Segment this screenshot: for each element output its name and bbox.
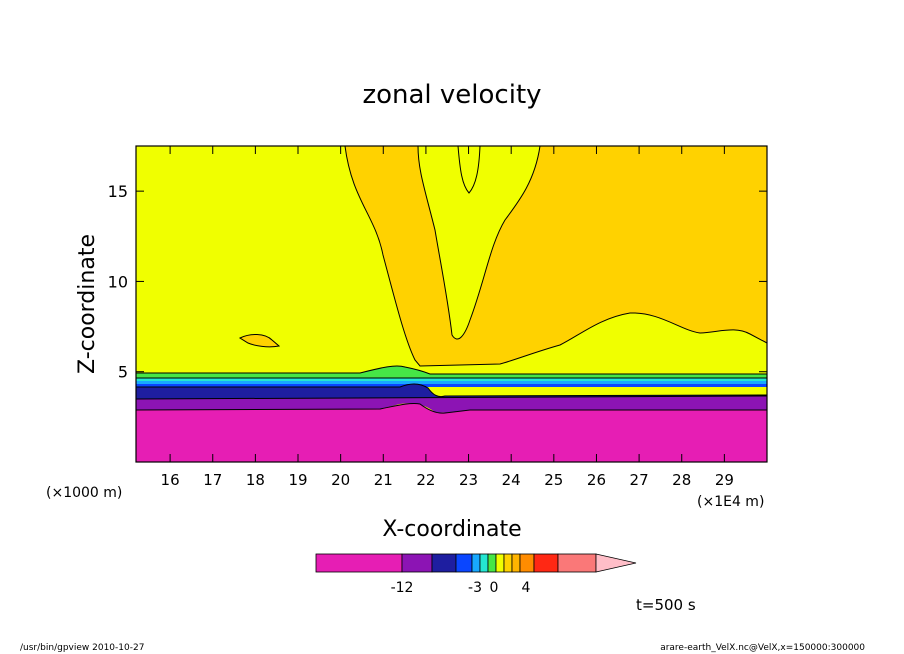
y-tick-label: 15: [108, 182, 128, 201]
colorbar-label: 4: [522, 580, 531, 596]
x-tick-label: 27: [630, 471, 649, 489]
colorbar-swatch: [511, 553, 521, 573]
contour-fill-blue: [136, 384, 767, 387]
x-tick-label: 28: [672, 471, 691, 489]
colorbar-extension: [595, 553, 637, 573]
colorbar-swatch: [557, 553, 597, 573]
contour-fill-darkblue: [136, 384, 767, 399]
y-axis: 5 10 15: [108, 182, 767, 382]
colorbar-label: -3: [468, 580, 482, 596]
y-tick-label: 5: [118, 363, 128, 382]
x-axis: 16 17 18 19 20 21 22 23 24 25 26 27 28 29: [161, 146, 734, 489]
colorbar-label: 0: [490, 580, 499, 596]
time-annotation: t=500 s: [636, 596, 696, 614]
contour-fill-magenta: [136, 403, 767, 462]
colorbar-swatch: [471, 553, 481, 573]
x-tick-label: 25: [544, 471, 563, 489]
x-unit-right: (×1E4 m): [697, 494, 764, 510]
colorbar-swatch: [533, 553, 559, 573]
contour-fill-yellow-inner: [457, 146, 481, 194]
colorbar-swatch: [315, 553, 403, 573]
x-tick-label: 17: [203, 471, 222, 489]
x-tick-label: 18: [246, 471, 265, 489]
colorbar-swatch: [479, 553, 489, 573]
x-tick-label: 22: [416, 471, 435, 489]
x-tick-label: 29: [715, 471, 734, 489]
footer-right: arare-earth_VelX.nc@VelX,x=150000:300000: [660, 643, 865, 653]
colorbar-swatch: [495, 553, 505, 573]
footer-left: /usr/bin/gpview 2010-10-27: [20, 643, 144, 653]
x-tick-label: 24: [502, 471, 521, 489]
x-tick-label: 21: [374, 471, 393, 489]
colorbar-swatch: [503, 553, 513, 573]
contour-fill-lightblue: [136, 381, 767, 384]
colorbar-swatch: [431, 553, 457, 573]
colorbar-labels: -12 -3 0 4: [391, 580, 531, 596]
x-tick-label: 19: [288, 471, 307, 489]
y-tick-label: 10: [108, 272, 128, 291]
colorbar-swatch: [487, 553, 497, 573]
x-tick-label: 20: [331, 471, 350, 489]
colorbar-label: -12: [391, 580, 414, 596]
contour-fill-green: [136, 365, 767, 378]
contour-fill-purple: [136, 396, 767, 413]
contour-fill-orange: [344, 146, 767, 367]
x-tick-label: 23: [459, 471, 478, 489]
x-unit-left: (×1000 m): [46, 485, 122, 501]
colorbar-swatch: [455, 553, 473, 573]
x-tick-label: 26: [587, 471, 606, 489]
colorbar-swatch: [519, 553, 535, 573]
plot-frame: [135, 145, 768, 463]
contour-fill-cyan: [136, 378, 767, 381]
x-tick-label: 16: [161, 471, 180, 489]
contour-fill-orange-blob: [238, 334, 281, 348]
plot-area: [135, 145, 768, 463]
x-axis-title: X-coordinate: [382, 517, 521, 542]
y-axis-title: Z-coordinate: [75, 234, 100, 374]
contour-lines: [136, 365, 767, 414]
colorbar-swatch: [401, 553, 433, 573]
colorbar: [315, 553, 637, 573]
chart-title: zonal velocity: [362, 80, 541, 110]
